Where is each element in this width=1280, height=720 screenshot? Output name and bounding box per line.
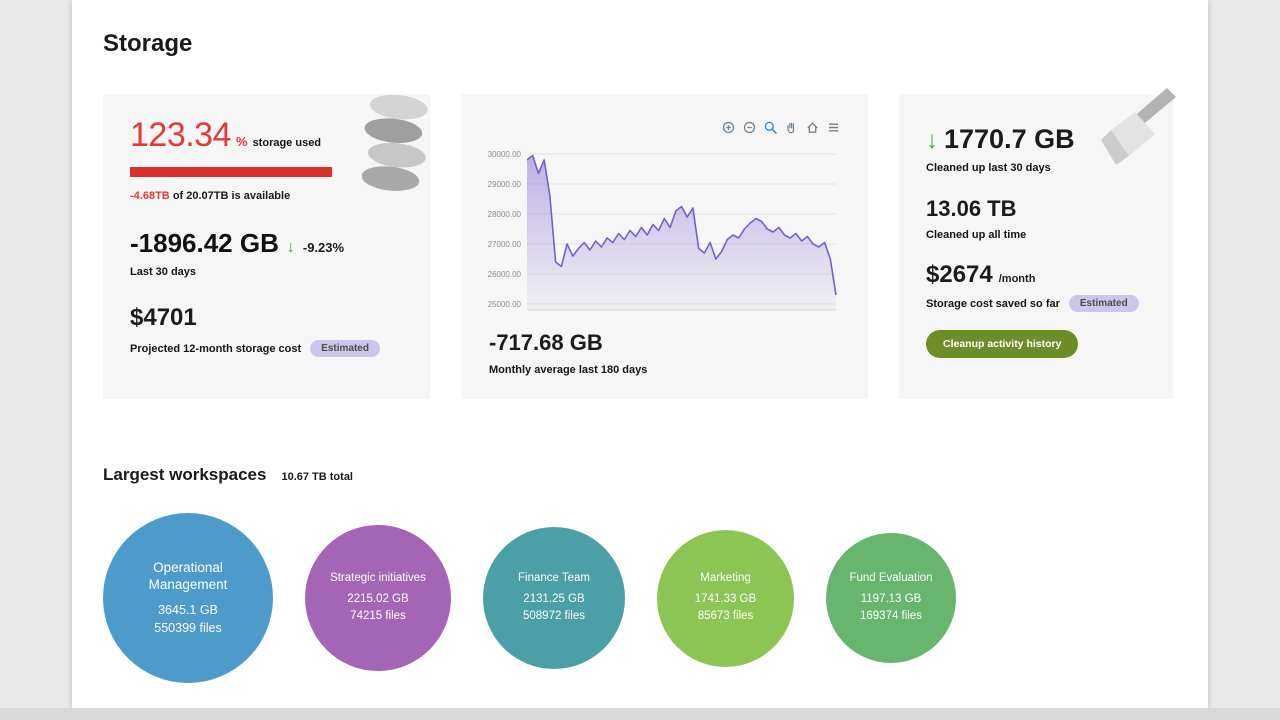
storage-chart-card: 25000.00 26000.00 27000.00 28000.00 29000.00…: [461, 94, 868, 399]
workspace-name: Fund Evaluation: [849, 572, 933, 585]
chart-summary: -717.68 GB Monthly average last 180 days: [489, 330, 647, 376]
workspace-size: 2131.25 GB: [523, 593, 585, 606]
workspace-size: 1197.13 GB: [860, 593, 922, 606]
svg-text:28000.00: 28000.00: [488, 210, 522, 219]
workspace-files: 85673 files: [697, 609, 754, 622]
workspace-files: 74215 files: [350, 609, 406, 622]
cleanup-activity-history-button[interactable]: Cleanup activity history: [926, 330, 1079, 358]
storage-used-percent-unit: %: [236, 134, 248, 149]
broom-icon: [1099, 88, 1177, 173]
database-icon: [361, 94, 430, 199]
svg-text:27000.00: 27000.00: [488, 240, 522, 249]
storage-delta-caption: Last 30 days: [130, 266, 197, 278]
workspace-bubble[interactable]: Finance Team 2131.25 GB 508972 files: [483, 527, 625, 669]
workspace-size: 3645.1 GB: [158, 602, 218, 617]
svg-text:30000.00: 30000.00: [488, 150, 522, 159]
storage-delta-percent: -9.23%: [302, 240, 345, 255]
estimated-badge: Estimated: [1068, 295, 1139, 312]
cleaned-recent-value: 1770.7 GB: [944, 124, 1075, 154]
workspace-name: Marketing: [700, 572, 751, 585]
monthly-average-caption: Monthly average last 180 days: [489, 364, 648, 376]
workspaces-total: 10.67 TB total: [281, 471, 353, 483]
storage-used-label: storage used: [252, 137, 322, 149]
cleaned-recent-caption: Cleaned up last 30 days: [926, 162, 1051, 174]
selection-zoom-icon[interactable]: [764, 121, 777, 134]
saved-cost-unit: /month: [998, 273, 1036, 285]
storage-used-percent: 123.34: [130, 116, 232, 154]
storage-usage-card: 123.34 % storage used -4.68TB of 20.07TB…: [103, 94, 430, 399]
projected-cost-caption: Projected 12-month storage cost: [130, 342, 302, 355]
horizontal-scrollbar[interactable]: [0, 708, 1280, 720]
home-icon[interactable]: [806, 121, 819, 134]
down-arrow-icon: ↓: [926, 127, 938, 154]
svg-text:29000.00: 29000.00: [488, 180, 522, 189]
workspace-files: 169374 files: [859, 609, 923, 622]
cleaned-alltime-value: 13.06 TB: [926, 196, 1017, 221]
chart-toolbar: [722, 121, 840, 134]
storage-usage-bar: [130, 167, 332, 177]
pan-icon[interactable]: [785, 121, 798, 134]
svg-text:25000.00: 25000.00: [488, 300, 522, 309]
svg-text:26000.00: 26000.00: [488, 270, 522, 279]
storage-page: Storage 123.34 % storage used: [72, 0, 1208, 708]
workspaces-header: Largest workspaces 10.67 TB total: [103, 465, 1208, 485]
storage-delta-value: -1896.42 GB: [130, 228, 279, 258]
workspace-bubbles: Operational Management 3645.1 GB 550399 fi…: [103, 511, 1208, 685]
storage-available-value: -4.68TB: [130, 190, 170, 202]
workspace-name: Strategic initiatives: [330, 572, 426, 585]
monthly-average-value: -717.68 GB: [489, 330, 603, 355]
workspace-name: Finance Team: [517, 572, 591, 585]
storage-delta-row: -1896.42 GB ↓ -9.23%: [130, 228, 404, 259]
workspace-bubble[interactable]: Strategic initiatives 2215.02 GB 74215 fil…: [305, 525, 451, 671]
projected-cost-value: $4701: [130, 304, 197, 331]
workspace-name: Operational Management: [148, 559, 228, 593]
zoom-in-icon[interactable]: [722, 121, 735, 134]
workspace-bubble[interactable]: Marketing 1741.33 GB 85673 files: [657, 529, 794, 667]
workspaces-title: Largest workspaces: [103, 465, 267, 484]
zoom-out-icon[interactable]: [743, 121, 756, 134]
workspace-bubble[interactable]: Fund Evaluation 1197.13 GB 169374 files: [826, 533, 956, 663]
cleaned-alltime-caption: Cleaned up all time: [926, 229, 1027, 241]
estimated-badge: Estimated: [310, 340, 380, 357]
workspace-files: 508972 files: [522, 609, 586, 622]
summary-cards: 123.34 % storage used -4.68TB of 20.07TB…: [103, 88, 1208, 399]
storage-available-line: -4.68TB of 20.07TB is available: [130, 190, 404, 202]
menu-icon[interactable]: [827, 121, 840, 134]
workspace-size: 2215.02 GB: [347, 593, 409, 606]
cleanup-card: ↓ 1770.7 GB Cleaned up last 30 days 13.0…: [899, 88, 1176, 399]
storage-line-chart[interactable]: 25000.00 26000.00 27000.00 28000.00 29000.00…: [481, 142, 844, 320]
workspace-bubble[interactable]: Operational Management 3645.1 GB 550399 fi…: [103, 513, 273, 683]
workspace-size: 1741.33 GB: [694, 593, 757, 606]
storage-available-text: of 20.07TB is available: [172, 190, 291, 202]
page-title: Storage: [103, 30, 193, 57]
saved-cost-value: $2674: [926, 261, 993, 288]
saved-cost-caption: Storage cost saved so far: [926, 297, 1060, 310]
workspace-files: 550399 files: [154, 621, 222, 636]
down-arrow-icon: ↓: [286, 239, 295, 256]
